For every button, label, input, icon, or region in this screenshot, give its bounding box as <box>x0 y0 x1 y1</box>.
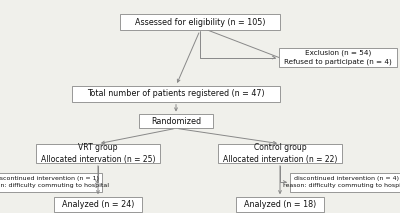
FancyBboxPatch shape <box>120 14 280 30</box>
Text: Total number of patients registered (n = 47): Total number of patients registered (n =… <box>87 89 265 98</box>
FancyBboxPatch shape <box>236 197 324 212</box>
Text: Exclusion (n = 54)
Refused to participate (n = 4): Exclusion (n = 54) Refused to participat… <box>284 50 392 65</box>
FancyBboxPatch shape <box>290 173 400 192</box>
Text: Assessed for eligibility (n = 105): Assessed for eligibility (n = 105) <box>135 18 265 27</box>
Text: VRT group
Allocated intervation (n = 25): VRT group Allocated intervation (n = 25) <box>41 143 155 164</box>
FancyBboxPatch shape <box>72 86 280 102</box>
Text: Analyzed (n = 18): Analyzed (n = 18) <box>244 200 316 209</box>
FancyBboxPatch shape <box>279 49 397 66</box>
Text: discontinued intervention (n = 4)
reason: difficulty commuting to hospital: discontinued intervention (n = 4) reason… <box>283 176 400 188</box>
Text: Analyzed (n = 24): Analyzed (n = 24) <box>62 200 134 209</box>
FancyBboxPatch shape <box>218 144 342 163</box>
Text: Randomized: Randomized <box>151 117 201 126</box>
FancyBboxPatch shape <box>139 115 213 128</box>
Text: discontinued intervention (n = 1)
reason: difficulty commuting to hospital: discontinued intervention (n = 1) reason… <box>0 176 109 188</box>
FancyBboxPatch shape <box>0 173 102 192</box>
Text: Control group
Allocated intervation (n = 22): Control group Allocated intervation (n =… <box>223 143 337 164</box>
FancyBboxPatch shape <box>36 144 160 163</box>
FancyBboxPatch shape <box>54 197 142 212</box>
